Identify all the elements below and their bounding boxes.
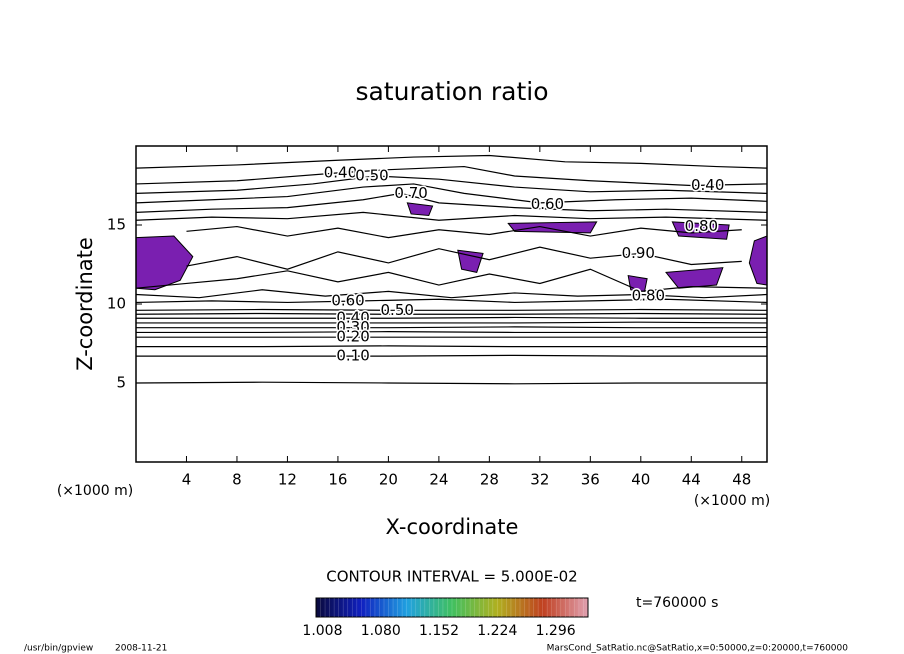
colorbar-tick-label: 1.152 [419, 623, 459, 639]
y-tick-label: 10 [107, 295, 126, 313]
filled-region [406, 202, 434, 217]
contour-line [186, 225, 742, 239]
contour-label: 0.80 [685, 217, 718, 235]
contour-line [136, 268, 767, 292]
contour-line [136, 289, 767, 299]
colorbar-tick-label: 1.224 [477, 623, 517, 639]
contour-line [136, 154, 767, 169]
contour-label: 0.40 [691, 176, 724, 194]
colorbar-tick-label: 1.008 [302, 623, 342, 639]
contour-label: 0.80 [632, 287, 665, 305]
contour-label: 0.70 [394, 184, 427, 202]
colorbar [315, 597, 589, 618]
contour-line [136, 175, 767, 194]
x-tick-label: 40 [631, 471, 650, 489]
contour-label: 0.60 [531, 195, 564, 213]
y-tick-label: 5 [116, 374, 126, 392]
contour-line [136, 211, 767, 221]
contour-label: 0.20 [336, 328, 369, 346]
contour-line [136, 183, 767, 204]
contour-label: 0.50 [381, 301, 414, 319]
filled-region [457, 249, 484, 273]
x-tick-label: 8 [232, 471, 242, 489]
footer-date: 2008-11-21 [115, 644, 167, 654]
x-axis-label: X-coordinate [386, 515, 519, 539]
x-tick-label: 36 [581, 471, 600, 489]
footer-source: MarsCond_SatRatio.nc@SatRatio,x=0:50000,… [547, 644, 849, 654]
x-tick-label: 4 [182, 471, 192, 489]
time-label: t=760000 s [636, 595, 718, 611]
contour-line [136, 326, 767, 329]
contour-line [186, 246, 742, 270]
x-tick-label: 20 [379, 471, 398, 489]
contour-line [136, 312, 767, 315]
x-tick-label: 44 [682, 471, 701, 489]
contour-line [136, 354, 767, 357]
filled-region [748, 235, 767, 286]
y-unit-label: (×1000 m) [57, 483, 133, 499]
contour-line [136, 165, 767, 187]
colorbar-tick-label: 1.296 [536, 623, 576, 639]
contour-label: 0.40 [324, 163, 357, 181]
x-tick-label: 28 [480, 471, 499, 489]
contour-line [136, 192, 767, 213]
filled-region [507, 221, 598, 234]
colorbar-tick-label: 1.080 [361, 623, 401, 639]
contour-line [136, 316, 767, 319]
contour-label: 0.10 [336, 347, 369, 365]
filled-region [665, 267, 724, 289]
x-tick-label: 12 [278, 471, 297, 489]
contour-label: 0.50 [355, 167, 388, 185]
chart-title: saturation ratio [355, 77, 548, 106]
plot-frame [135, 145, 768, 463]
x-tick-label: 16 [328, 471, 347, 489]
x-unit-label: (×1000 m) [694, 493, 770, 509]
contour-label: 0.30 [336, 318, 369, 336]
contour-line [136, 331, 767, 334]
contour-label: 0.60 [331, 291, 364, 309]
y-tick-label: 15 [107, 216, 126, 234]
contour-label: 0.90 [622, 244, 655, 262]
y-axis-label: Z-coordinate [73, 237, 97, 371]
contour-line [136, 308, 767, 311]
contour-line [136, 298, 767, 304]
contour-interval: CONTOUR INTERVAL = 5.000E-02 [326, 568, 577, 586]
footer-program: /usr/bin/gpview [24, 644, 93, 654]
contour-line [136, 321, 767, 324]
x-tick-label: 32 [530, 471, 549, 489]
contour-line [136, 345, 767, 348]
x-tick-label: 48 [732, 471, 751, 489]
contour-line [136, 381, 767, 385]
x-tick-label: 24 [429, 471, 448, 489]
filled-region [136, 235, 194, 291]
contour-label: 0.40 [336, 309, 369, 327]
